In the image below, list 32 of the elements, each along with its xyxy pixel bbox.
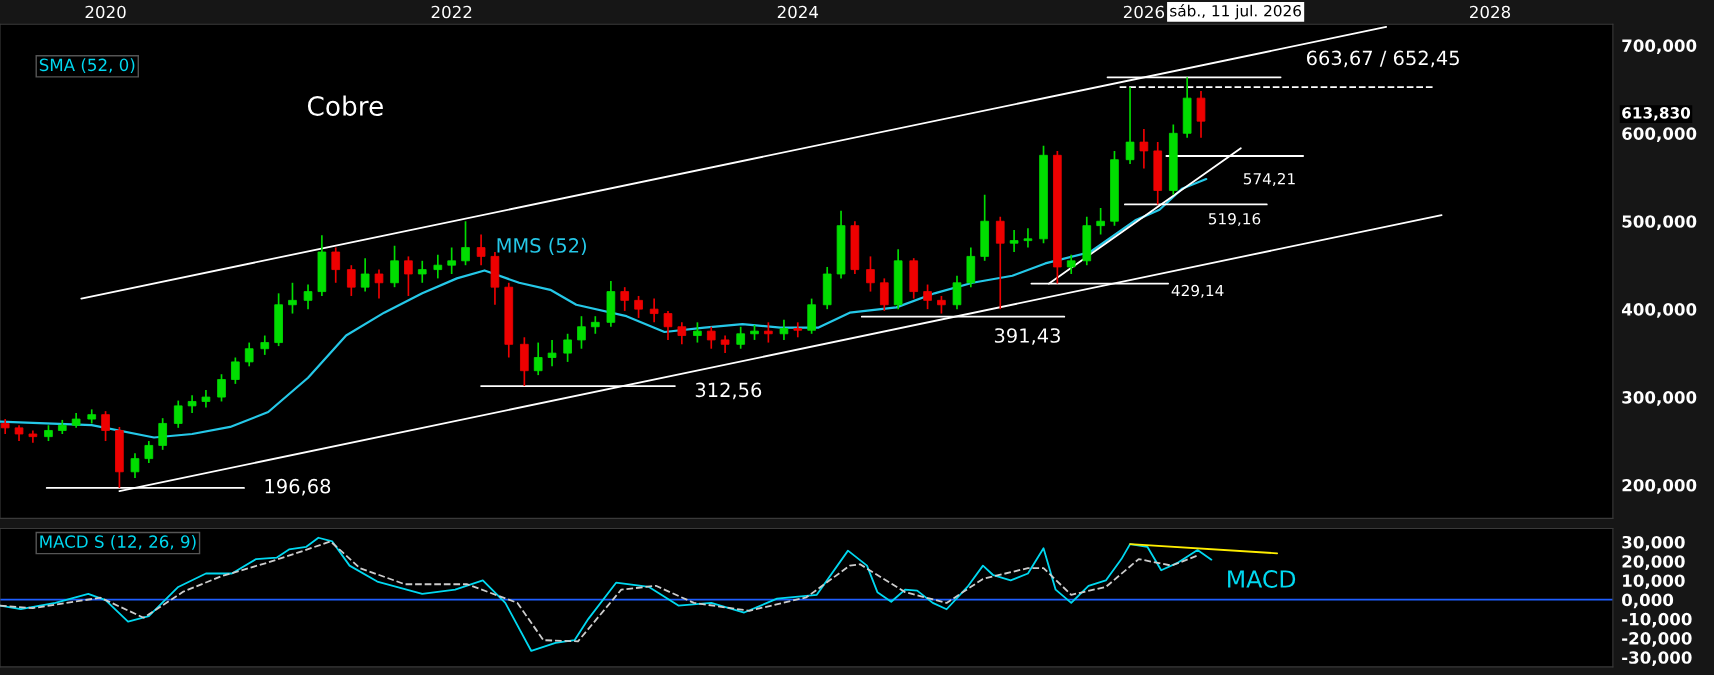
annotation: 196,68 [265, 478, 331, 496]
y-tick-label: -10,000 [1622, 612, 1692, 628]
annotation: 663,67 / 652,45 [1306, 50, 1459, 68]
y-tick-label: 300,000 [1622, 391, 1697, 406]
annotation: MACD [1228, 570, 1296, 588]
x-tick-label: 2024 [777, 5, 819, 19]
y-tick-label: 0,000 [1622, 593, 1674, 609]
y-tick-label: -30,000 [1622, 651, 1692, 666]
y-tick-label: -20,000 [1622, 632, 1692, 647]
text: sáb., 11 jul. 2026 [1170, 4, 1302, 20]
annotation: SMA (52, 0) [39, 58, 135, 74]
annotation: 312,56 [695, 382, 762, 400]
y-tick-label: 600,000 [1622, 127, 1697, 143]
text: Cobre [307, 95, 383, 116]
x-tick-label: 2028 [1470, 5, 1511, 19]
y-tick-label: 30,000 [1622, 535, 1685, 551]
x-tick-label: 2022 [431, 5, 472, 19]
annotation: MACD S (12, 26, 9) [40, 535, 196, 550]
x-tick-label: 2026 [1123, 5, 1165, 19]
y-tick-label: 400,000 [1621, 303, 1697, 318]
annotation: 429,14 [1171, 284, 1224, 298]
x-tick-label: 2020 [85, 5, 126, 19]
y-tick-label: 10,000 [1623, 574, 1685, 590]
y-tick-label: 200,000 [1622, 478, 1697, 494]
annotation: 519,16 [1208, 212, 1261, 227]
text: 613,830 [1622, 107, 1691, 121]
annotation: 391,43 [994, 328, 1060, 345]
y-tick-label: 500,000 [1622, 215, 1697, 230]
y-tick-label: 700,000 [1622, 39, 1697, 55]
series-label: MMS (52) [497, 237, 586, 256]
annotation: 574,21 [1243, 172, 1295, 187]
y-tick-label: 20,000 [1622, 555, 1685, 570]
